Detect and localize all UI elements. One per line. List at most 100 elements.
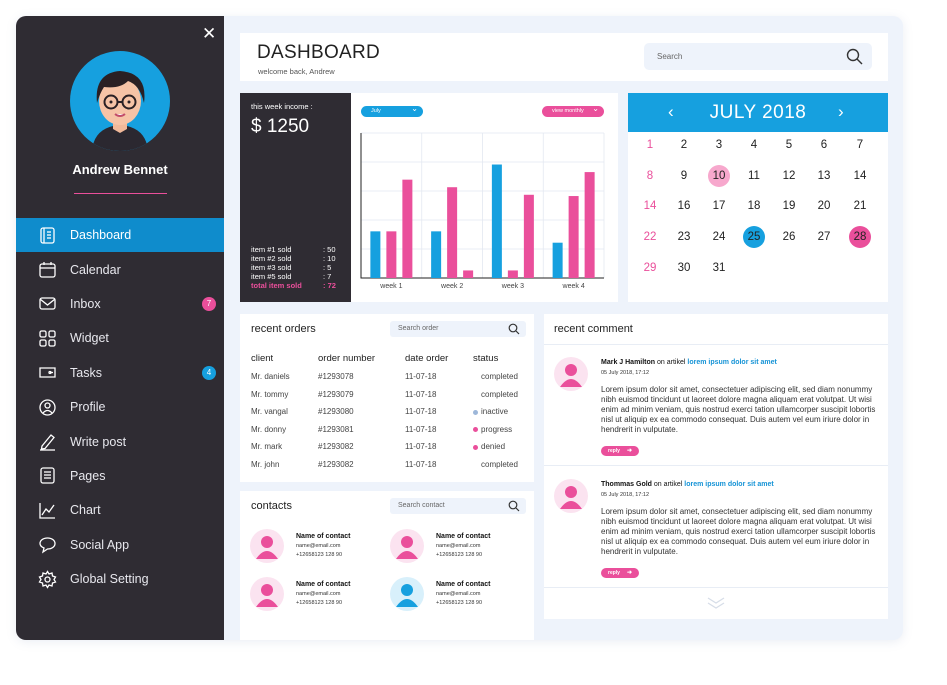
calendar-day[interactable]: 2	[680, 139, 688, 151]
contact-avatar[interactable]	[390, 577, 424, 611]
bar-blue-week-3[interactable]	[491, 164, 502, 278]
calendar-day[interactable]: 9	[680, 170, 688, 182]
calendar-day[interactable]: 4	[750, 139, 758, 151]
comment-on: on artikel	[655, 359, 688, 366]
sidebar-item-tasks[interactable]: Tasks 4	[16, 356, 224, 390]
chevron-left-icon[interactable]: ‹	[668, 102, 674, 121]
calendar-day[interactable]: 17	[712, 200, 726, 212]
close-icon[interactable]: ✕	[202, 24, 217, 43]
sidebar-item-pages[interactable]: Pages	[16, 459, 224, 493]
sidebar-item-social-app[interactable]: Social App	[16, 528, 224, 562]
search-icon[interactable]	[508, 500, 520, 512]
sidebar: ✕ Andrew Bennet Dashboard	[16, 16, 224, 640]
bar-pink-week-2[interactable]	[447, 187, 458, 278]
bar-pink-week-4[interactable]	[568, 196, 579, 278]
divider	[544, 344, 888, 345]
sold-row: item #5 sold: 7	[251, 272, 332, 281]
contacts-title: contacts	[251, 500, 292, 512]
contact-name[interactable]: Name of contact	[436, 581, 491, 588]
calendar-day[interactable]: 23	[677, 231, 691, 243]
calendar-day[interactable]: 19	[782, 200, 796, 212]
month-select[interactable]: July	[361, 103, 423, 117]
calendar-day[interactable]: 14	[643, 200, 657, 212]
sold-row: item #2 sold: 10	[251, 254, 336, 263]
calendar-day[interactable]: 29	[643, 262, 657, 274]
calendar-day[interactable]: 14	[853, 170, 867, 182]
sidebar-item-global-setting[interactable]: Global Setting	[16, 562, 224, 596]
view-select[interactable]: view monthly	[542, 103, 604, 117]
bar-pink-week-3[interactable]	[507, 270, 518, 278]
contact-avatar[interactable]	[250, 577, 284, 611]
calendar-day[interactable]: 18	[747, 200, 761, 212]
calendar-day[interactable]: 27	[817, 231, 831, 243]
calendar-day[interactable]: 28	[849, 226, 871, 248]
contact-search-input[interactable]: Search contact	[390, 498, 526, 514]
calendar-day[interactable]: 6	[820, 139, 828, 151]
calendar-day[interactable]: 16	[677, 200, 691, 212]
sidebar-menu: Dashboard Calendar Inbox 7 Widget Tasks …	[16, 218, 224, 596]
calendar-day[interactable]: 12	[782, 170, 796, 182]
calendar-day[interactable]: 3	[715, 139, 723, 151]
sidebar-item-write-post[interactable]: Write post	[16, 424, 224, 458]
comment-article-link[interactable]: lorem ipsum dolor sit amet	[684, 481, 774, 488]
contact-name[interactable]: Name of contact	[296, 581, 351, 588]
contact-avatar[interactable]	[250, 529, 284, 563]
order-status: completed	[481, 389, 518, 399]
calendar-day[interactable]: 21	[853, 200, 867, 212]
contact-name[interactable]: Name of contact	[296, 533, 351, 540]
bar-pink2-week-4[interactable]	[584, 172, 595, 278]
sidebar-item-label: Social App	[70, 537, 130, 552]
calendar-day[interactable]: 22	[643, 231, 657, 243]
contact-name[interactable]: Name of contact	[436, 533, 491, 540]
calendar-day[interactable]: 20	[817, 200, 831, 212]
user-name: Andrew Bennet	[72, 162, 168, 177]
calendar-day[interactable]: 11	[748, 170, 760, 182]
bar-blue-week-4[interactable]	[552, 242, 563, 278]
calendar-day[interactable]: 31	[712, 262, 726, 274]
chevron-down-icon[interactable]	[706, 596, 726, 610]
calendar-day[interactable]: 7	[856, 139, 864, 151]
bar-pink-week-1[interactable]	[386, 231, 397, 278]
order-date: 11-07-18	[405, 459, 437, 469]
sidebar-item-widget[interactable]: Widget	[16, 321, 224, 355]
bar-pink2-week-2[interactable]	[463, 270, 474, 278]
contact-avatar[interactable]	[390, 529, 424, 563]
calendar-day[interactable]: 10	[708, 165, 730, 187]
search-icon[interactable]	[846, 48, 863, 65]
sidebar-item-calendar[interactable]: Calendar	[16, 252, 224, 286]
calendar-day[interactable]: 25	[743, 226, 765, 248]
calendar-day[interactable]: 30	[677, 262, 691, 274]
calendar-day[interactable]: 8	[646, 170, 654, 182]
comment-article-link[interactable]: lorem ipsum dolor sit amet	[687, 359, 777, 366]
reply-button[interactable]: reply	[601, 446, 639, 456]
order-status: completed	[481, 459, 518, 469]
bar-blue-week-2[interactable]	[431, 231, 442, 278]
sidebar-item-profile[interactable]: Profile	[16, 390, 224, 424]
sidebar-item-label: Widget	[70, 331, 109, 346]
column-header: date order	[405, 353, 449, 364]
sidebar-item-dashboard[interactable]: Dashboard	[16, 218, 224, 253]
calendar-day[interactable]: 5	[785, 139, 793, 151]
comment-author[interactable]: Mark J Hamilton	[601, 359, 656, 366]
search-input[interactable]: Search	[644, 43, 872, 70]
comments-title: recent comment	[554, 323, 633, 335]
calendar-day[interactable]: 26	[782, 231, 796, 243]
chevron-right-icon[interactable]: ›	[838, 102, 844, 121]
sidebar-item-inbox[interactable]: Inbox 7	[16, 287, 224, 321]
order-number: #1293081	[318, 424, 354, 434]
calendar-day[interactable]: 1	[646, 139, 654, 151]
calendar-day[interactable]: 13	[817, 170, 831, 182]
status-dot	[473, 444, 478, 450]
bar-pink2-week-3[interactable]	[523, 194, 534, 278]
search-icon[interactable]	[508, 323, 520, 335]
calendar-day[interactable]: 24	[712, 231, 726, 243]
order-client: Mr. donny	[251, 424, 287, 434]
bar-pink2-week-1[interactable]	[402, 179, 413, 278]
order-search-input[interactable]: Search order	[390, 321, 526, 337]
comment-author[interactable]: Thommas Gold	[601, 481, 652, 488]
bar-blue-week-1[interactable]	[370, 231, 381, 278]
contact-search-placeholder: Search contact	[398, 502, 445, 509]
reply-button[interactable]: reply	[601, 568, 639, 578]
sidebar-item-chart[interactable]: Chart	[16, 493, 224, 527]
